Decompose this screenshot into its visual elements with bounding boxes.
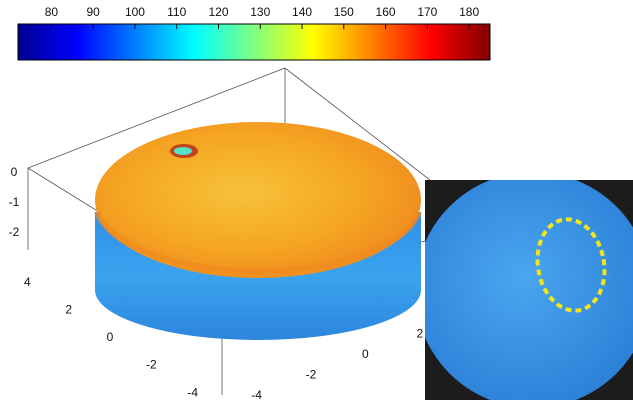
- colorbar-tick-label: 150: [334, 5, 354, 19]
- colorbar-tick-label: 170: [417, 5, 437, 19]
- colorbar-gradient: [17, 23, 491, 61]
- colorbar-tick-label: 140: [292, 5, 312, 19]
- y-tick-label: 2: [65, 303, 72, 317]
- cylinder-top: [95, 122, 421, 278]
- x-tick-label: 2: [416, 326, 423, 340]
- defect-spot: [174, 147, 192, 155]
- colorbar-tick-label: 130: [250, 5, 270, 19]
- x-tick-label: -4: [251, 388, 262, 400]
- y-tick-label: -4: [187, 385, 198, 399]
- z-tick-label: -2: [9, 225, 20, 239]
- colorbar-tick-label: 180: [459, 5, 479, 19]
- x-tick-label: -2: [306, 368, 317, 382]
- x-tick-label: 0: [362, 347, 369, 361]
- photo: [425, 180, 633, 400]
- defect-highlight: [535, 217, 607, 313]
- tablet: [425, 180, 633, 400]
- colorbar-tick-label: 120: [208, 5, 228, 19]
- y-tick-label: -2: [146, 358, 157, 372]
- colorbar-tick-label: 110: [167, 5, 186, 19]
- z-tick-label: -1: [9, 195, 20, 209]
- colorbar: [17, 23, 491, 61]
- z-tick-label: 0: [11, 165, 18, 179]
- colorbar-tick-label: 160: [376, 5, 396, 19]
- colorbar-tick-label: 90: [87, 5, 101, 19]
- y-tick-label: 4: [24, 275, 31, 289]
- cylinder-rim: [94, 210, 422, 275]
- surface: [94, 122, 422, 340]
- colorbar-tick-label: 80: [45, 5, 59, 19]
- y-tick-label: 0: [107, 330, 114, 344]
- colorbar-tick-label: 100: [125, 5, 145, 19]
